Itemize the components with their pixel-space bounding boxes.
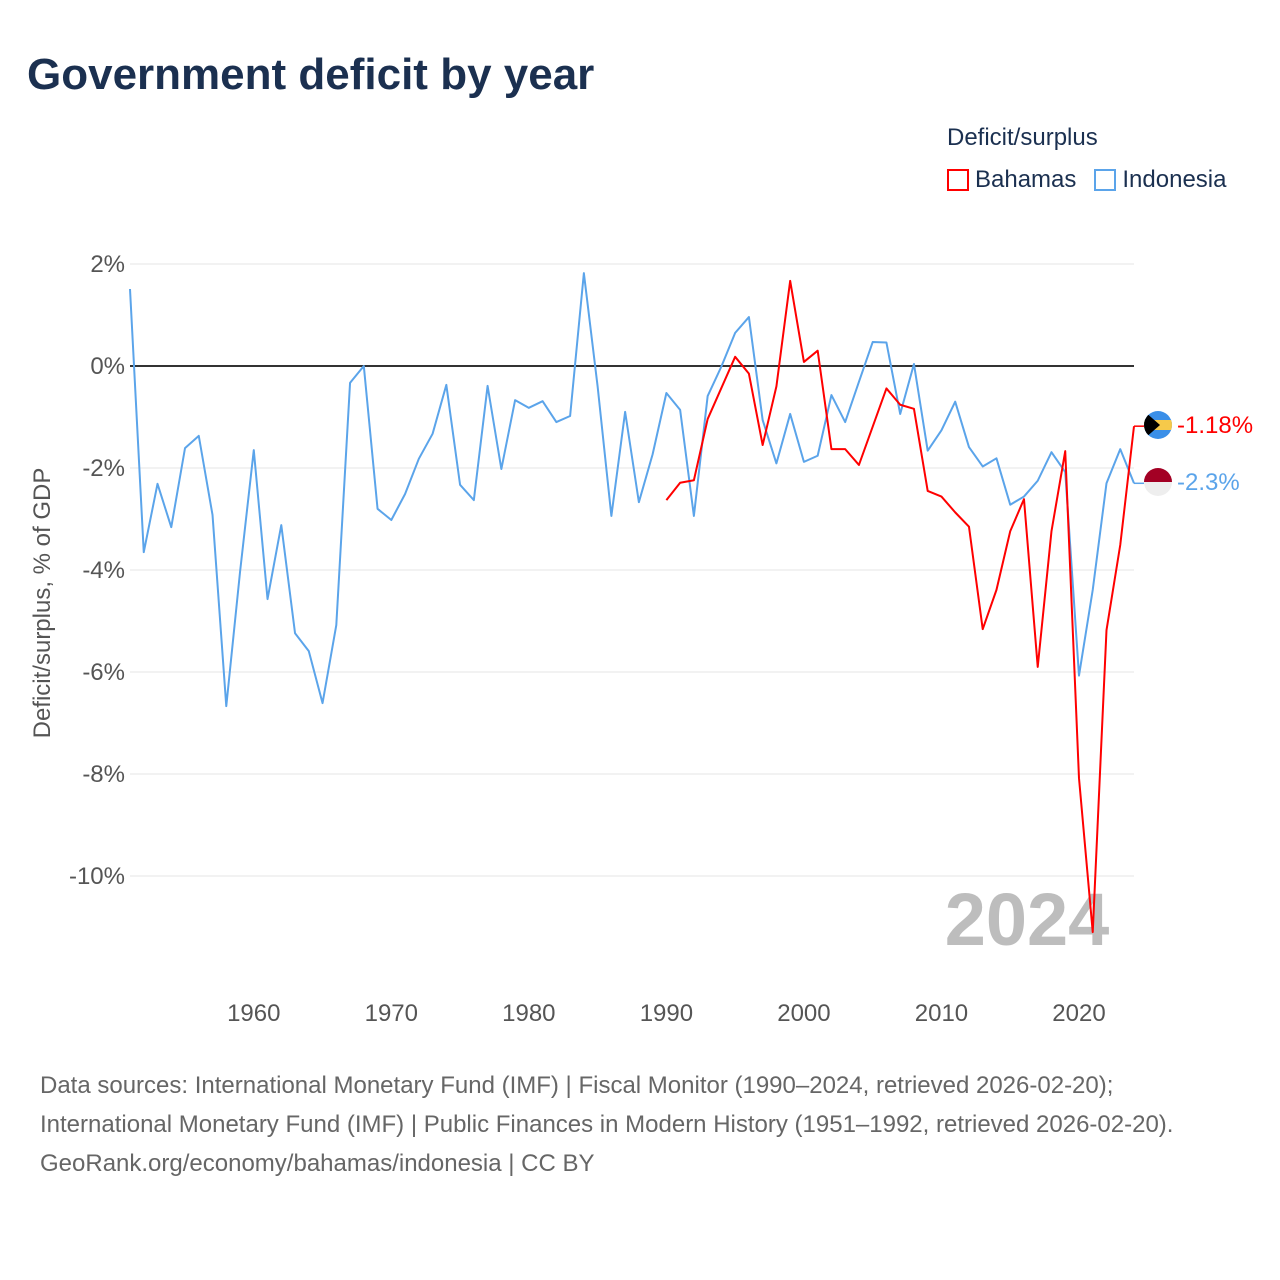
indonesia-flag-icon: [1144, 468, 1172, 496]
x-tick-label: 2020: [1052, 1000, 1105, 1027]
legend-swatch-bahamas: [947, 169, 969, 191]
y-tick-label: 0%: [90, 353, 125, 380]
x-tick-label: 1980: [502, 1000, 555, 1027]
y-tick-label: -10%: [69, 863, 125, 890]
y-tick-label: -8%: [82, 761, 125, 788]
credit-link[interactable]: GeoRank.org/economy/bahamas/indonesia | …: [40, 1150, 595, 1177]
legend-swatch-indonesia: [1094, 169, 1117, 191]
legend: Bahamas Indonesia: [947, 166, 1226, 194]
line-chart: 2% 0% -2% -4% -6% -8% -10% 1960 1970 1980 1990 2000…: [29, 251, 1253, 1027]
y-tick-label: 2%: [90, 251, 125, 278]
series-line-bahamas[interactable]: [665, 279, 1135, 934]
end-label-indonesia: -2.3%: [1177, 469, 1240, 496]
chart-title: Government deficit by year: [27, 50, 595, 99]
y-tick-label: -2%: [82, 455, 125, 482]
legend-item-indonesia[interactable]: Indonesia: [1094, 166, 1226, 194]
year-watermark: 2024: [945, 878, 1110, 961]
y-axis-label: Deficit/surplus, % of GDP: [29, 468, 56, 739]
x-tick-label: 1990: [640, 1000, 693, 1027]
y-tick-label: -4%: [82, 557, 125, 584]
series-line-indonesia[interactable]: [129, 272, 1135, 708]
data-sources: Data sources: International Monetary Fun…: [40, 1072, 1174, 1138]
legend-item-bahamas[interactable]: Bahamas: [947, 166, 1076, 194]
y-tick-label: -6%: [82, 659, 125, 686]
legend-title: Deficit/surplus: [947, 124, 1098, 151]
end-label-bahamas: -1.18%: [1177, 412, 1253, 439]
legend-label-bahamas: Bahamas: [975, 166, 1077, 193]
legend-label-indonesia: Indonesia: [1122, 166, 1227, 193]
x-tick-label: 1970: [365, 1000, 418, 1027]
x-tick-label: 2000: [777, 1000, 830, 1027]
x-tick-label: 2010: [915, 1000, 968, 1027]
bahamas-flag-icon: [1144, 411, 1172, 439]
footer: Data sources: International Monetary Fun…: [40, 1066, 1240, 1183]
x-tick-label: 1960: [227, 1000, 280, 1027]
